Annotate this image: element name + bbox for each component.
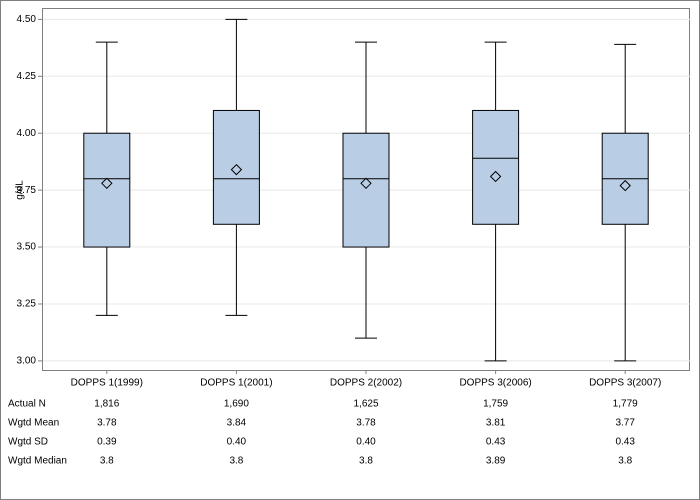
- table-cell: 0.43: [615, 437, 635, 448]
- table-cell: 1,690: [224, 399, 249, 410]
- y-tick-label: 3.50: [17, 242, 37, 253]
- x-tick-label: DOPPS 1(1999): [71, 378, 143, 389]
- box: [83, 132, 131, 248]
- table-row-label: Wgtd Mean: [8, 418, 59, 429]
- table-cell: 3.84: [227, 418, 247, 429]
- table-cell: 3.77: [615, 418, 635, 429]
- mean-marker: [360, 177, 372, 190]
- table-cell: 0.39: [97, 437, 117, 448]
- table-cell: 1,759: [483, 399, 508, 410]
- table-cell: 1,816: [94, 399, 119, 410]
- table-cell: 3.8: [229, 456, 243, 467]
- mean-marker: [489, 170, 502, 183]
- box: [342, 132, 390, 248]
- table-cell: 1,779: [613, 399, 638, 410]
- mean-marker: [619, 179, 631, 192]
- table-cell: 3.78: [97, 418, 117, 429]
- table-cell: 3.89: [486, 456, 506, 467]
- table-cell: 3.8: [359, 456, 373, 467]
- y-tick-label: 4.00: [17, 128, 37, 139]
- x-tick-label: DOPPS 1(2001): [200, 378, 272, 389]
- table-row-label: Wgtd SD: [8, 437, 48, 448]
- y-tick-label: 4.50: [17, 14, 37, 25]
- y-tick-label: 3.00: [17, 356, 37, 367]
- table-cell: 3.78: [356, 418, 376, 429]
- mean-marker: [101, 177, 113, 190]
- table-cell: 3.8: [100, 456, 114, 467]
- y-tick-label: 3.75: [17, 185, 37, 196]
- table-row-label: Wgtd Median: [8, 456, 67, 467]
- x-tick-label: DOPPS 3(2007): [589, 378, 661, 389]
- table-cell: 0.40: [227, 437, 247, 448]
- x-tick-label: DOPPS 2(2002): [330, 378, 402, 389]
- table-row-label: Actual N: [8, 399, 46, 410]
- y-axis-label: g/dL: [15, 180, 26, 200]
- box: [212, 109, 260, 225]
- y-tick-label: 3.25: [17, 299, 37, 310]
- table-cell: 3.81: [486, 418, 506, 429]
- table-cell: 1,625: [353, 399, 378, 410]
- table-cell: 0.43: [486, 437, 506, 448]
- table-cell: 3.8: [618, 456, 632, 467]
- mean-marker: [230, 163, 243, 176]
- box: [472, 109, 520, 225]
- table-cell: 0.40: [356, 437, 376, 448]
- y-tick-label: 4.25: [17, 71, 37, 82]
- x-tick-label: DOPPS 3(2006): [459, 378, 531, 389]
